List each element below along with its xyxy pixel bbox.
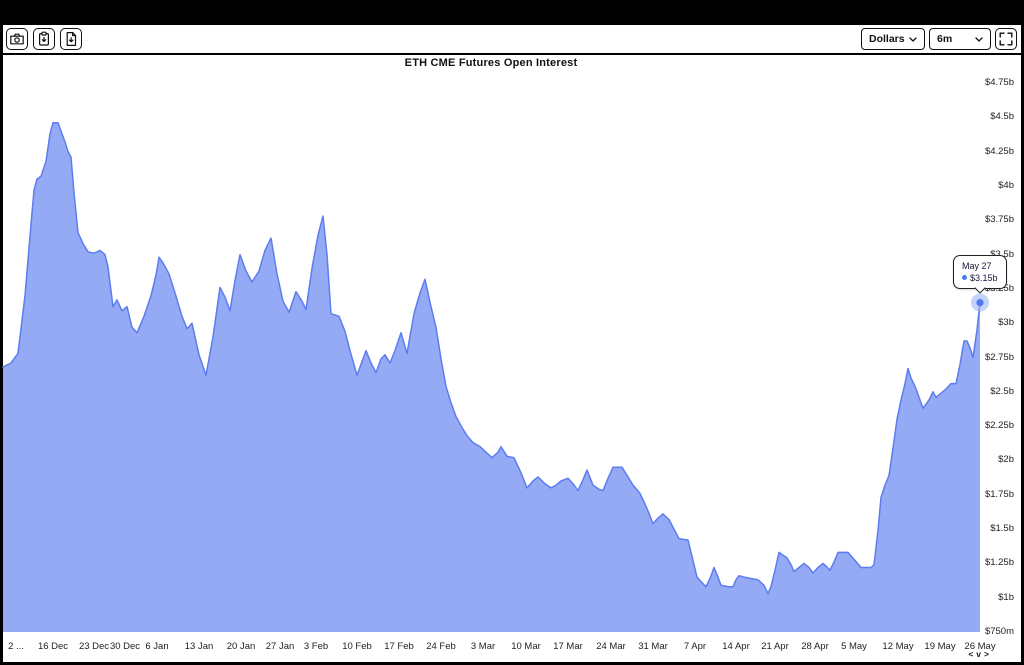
x-axis-label: 28 Apr xyxy=(801,641,829,652)
time-range-dropdown[interactable]: 6m xyxy=(929,28,991,50)
y-axis-label: $4.75b xyxy=(984,77,1014,88)
y-axis-label: $750m xyxy=(984,626,1014,637)
x-axis-label: 26 May xyxy=(964,641,996,652)
pager-collapse-button[interactable]: v xyxy=(976,649,982,659)
clipboard-icon xyxy=(38,31,50,46)
x-axis-label: 14 Apr xyxy=(722,641,750,652)
export-file-button[interactable] xyxy=(60,28,82,50)
axis-pager: < v > xyxy=(968,649,989,659)
y-axis-label: $2.75b xyxy=(984,351,1014,363)
x-axis-label: 17 Mar xyxy=(553,641,583,652)
x-axis-label: 7 Apr xyxy=(683,641,707,652)
chart-toolbar: Dollars 6m xyxy=(3,25,1021,55)
x-axis-label: 30 Dec xyxy=(109,641,141,652)
x-axis-label: 19 May xyxy=(924,641,956,652)
fullscreen-button[interactable] xyxy=(995,28,1017,50)
x-axis-label: 16 Dec xyxy=(37,641,69,652)
x-axis-label: 27 Jan xyxy=(265,641,295,652)
screenshot-button[interactable] xyxy=(6,28,28,50)
export-file-icon xyxy=(66,32,77,46)
chevron-down-icon xyxy=(975,36,983,42)
y-axis-label: $4b xyxy=(998,179,1014,191)
chart-title: ETH CME Futures Open Interest xyxy=(404,57,578,69)
y-axis-label: $1.75b xyxy=(984,488,1014,500)
app-frame: Dollars 6m ETH CME Futures Open Interest… xyxy=(2,25,1021,662)
currency-dropdown[interactable]: Dollars xyxy=(861,28,925,50)
pager-next-button[interactable]: > xyxy=(984,649,989,659)
tooltip-date: May 27 xyxy=(962,260,992,271)
toolbar-right-group: Dollars 6m xyxy=(861,28,1017,50)
y-axis-label: $3.75b xyxy=(984,214,1014,226)
series-dot-icon xyxy=(962,274,967,280)
y-axis-label: $1.25b xyxy=(984,557,1014,569)
x-axis-label: 2 ... xyxy=(8,641,24,652)
x-axis-label: 24 Mar xyxy=(596,641,626,652)
chevron-down-icon xyxy=(909,36,917,42)
chart-canvas[interactable]: ETH CME Futures Open Interest $4.75b $4.5… xyxy=(2,55,1021,660)
x-axis-label: 10 Feb xyxy=(342,641,372,652)
y-axis-label: $4.5b xyxy=(990,111,1014,123)
currency-dropdown-value: Dollars xyxy=(869,33,905,45)
x-axis-label: 17 Feb xyxy=(384,641,414,652)
chart-tooltip: May 27 $3.15b xyxy=(953,254,1007,294)
x-axis-label: 13 Jan xyxy=(184,641,214,652)
time-range-dropdown-value: 6m xyxy=(937,33,953,45)
tooltip-value-line: $3.15b xyxy=(962,272,998,284)
highlight-dot xyxy=(976,299,984,307)
y-axis-label: $2b xyxy=(998,454,1014,466)
x-axis-label: 31 Mar xyxy=(638,641,668,652)
area-line xyxy=(2,122,981,595)
x-axis-label: 3 Mar xyxy=(470,641,496,652)
y-axis-label: $2.5b xyxy=(990,385,1014,397)
x-axis-label: 23 Dec xyxy=(78,641,110,652)
pager-prev-button[interactable]: < xyxy=(968,649,974,659)
x-axis-label: 5 May xyxy=(841,641,867,652)
area-fill xyxy=(3,122,980,633)
y-axis-label: $3b xyxy=(998,317,1014,329)
copy-to-clipboard-button[interactable] xyxy=(33,28,55,50)
x-axis-label: 21 Apr xyxy=(761,641,789,652)
y-axis-label: $1b xyxy=(998,591,1014,603)
camera-icon xyxy=(10,33,24,45)
x-axis-label: 24 Feb xyxy=(426,641,456,652)
x-axis-label: 12 May xyxy=(882,641,914,652)
x-axis-label: 6 Jan xyxy=(145,641,169,652)
y-axis-label: $2.25b xyxy=(984,420,1014,432)
fullscreen-icon xyxy=(999,32,1013,46)
toolbar-left-group xyxy=(6,28,82,50)
x-axis-label: 3 Feb xyxy=(303,641,329,652)
y-axis-label: $3.5b xyxy=(990,248,1014,260)
chart-svg xyxy=(2,122,989,633)
y-axis-label: $1.5b xyxy=(990,523,1014,535)
y-axis-label: $4.25b xyxy=(984,145,1014,157)
x-axis-label: 20 Jan xyxy=(226,641,256,652)
tooltip-value: $3.15b xyxy=(970,272,998,283)
x-axis-label: 10 Mar xyxy=(511,641,541,652)
